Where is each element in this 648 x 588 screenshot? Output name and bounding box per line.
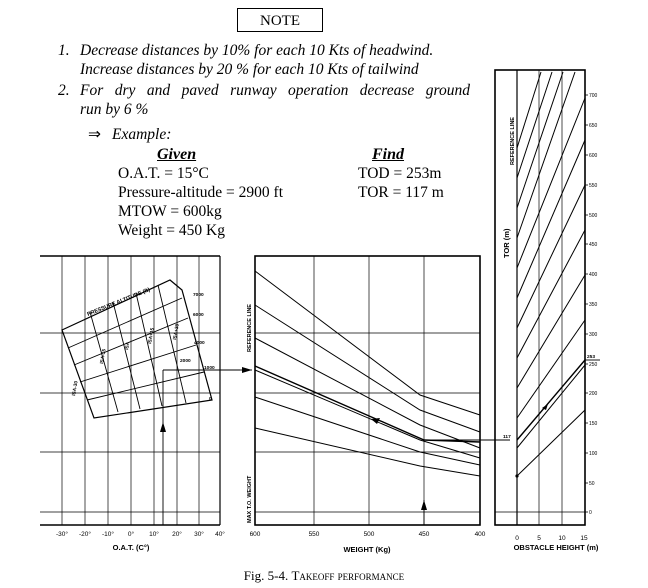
tor-tick: 400 [589, 272, 598, 278]
tor-tick: 150 [589, 421, 598, 427]
altitude-label: 6000 [193, 312, 204, 318]
note-2-line-1: For dry and paved runway operation decre… [80, 82, 470, 99]
oat-tick: 20° [172, 530, 182, 538]
obstacle-panel [494, 69, 600, 526]
weight-tick: 500 [364, 531, 375, 538]
altitude-label: 4000 [194, 340, 205, 346]
altitude-label: 7000 [193, 292, 204, 298]
find-line: TOR = 117 m [358, 184, 444, 201]
oat-panel [40, 255, 252, 526]
isa-label: ISA-30 [71, 380, 80, 396]
tor-tick: 300 [589, 332, 598, 338]
given-line: O.A.T. = 15°C [118, 165, 209, 182]
weight-tick: 600 [250, 531, 261, 538]
find-line: TOD = 253m [358, 165, 442, 182]
reference-line-label: REFERENCE LINE [510, 117, 516, 165]
oat-tick: 0° [128, 530, 135, 538]
example-label: Example: [112, 126, 172, 143]
tor-tick: 550 [589, 183, 598, 189]
obstacle-axis-label: OBSTACLE HEIGHT (m) [514, 543, 599, 552]
oat-axis-label: O.A.T. (C°) [113, 543, 150, 552]
isa-label: ISA [124, 341, 131, 350]
tor-axis-label: TOR (m) [502, 228, 511, 258]
arrow-up-icon [421, 500, 427, 510]
caption-prefix: Fig. 5-4. [243, 568, 292, 583]
note-2-line-2: run by 6 % [80, 101, 149, 118]
arrow-up-right-icon [542, 404, 548, 410]
note-title: NOTE [237, 8, 323, 32]
tor-tick: 50 [589, 481, 595, 487]
arrow-right-icon [242, 367, 252, 373]
altitude-label: 0 [209, 396, 212, 402]
pressure-altitude-label: PRESSURE ALTITUDE (ft) [87, 287, 152, 318]
tor-tick: 600 [589, 153, 598, 159]
isa-label: ISA+15 [147, 327, 156, 344]
arrow-down-right-icon [371, 418, 380, 424]
tor-tick: 700 [589, 93, 598, 99]
given-line: MTOW = 600kg [118, 203, 222, 220]
oat-tick: 10° [149, 530, 159, 538]
altitude-labels: 7000 6000 4000 2000 1000 0 [180, 292, 215, 402]
altitude-label: 1000 [204, 365, 215, 371]
figure-caption: Fig. 5-4. Takeoff performance [0, 568, 648, 584]
weight-x-ticks: 600 550 500 450 400 [250, 531, 486, 538]
weight-panel [254, 255, 510, 526]
tor-tick: 500 [589, 213, 598, 219]
weight-tick: 400 [475, 531, 486, 538]
note-2-number: 2. [58, 82, 70, 99]
weight-tick: 450 [419, 531, 430, 538]
note-1-line-2: Increase distances by 20 % for each 10 K… [80, 61, 419, 78]
tor-tick: 650 [589, 123, 598, 129]
oat-tick: -30° [56, 530, 68, 538]
weight-tick: 550 [309, 531, 320, 538]
tor-tick: 100 [589, 451, 598, 457]
find-header: Find [372, 146, 405, 163]
obstacle-tick: 5 [537, 535, 541, 542]
given-line: Pressure-altitude = 2900 ft [118, 184, 283, 201]
isa-labels: ISA-30 ISA-15 ISA ISA+15 ISA+30 [71, 323, 181, 396]
tor-tick: 200 [589, 391, 598, 397]
tor-tick: 350 [589, 302, 598, 308]
max-weight-label: MAX T.O. WEIGHT [247, 475, 253, 523]
tor-tick: 0 [589, 510, 592, 516]
caption-text: Takeoff performance [291, 568, 405, 583]
obstacle-tick: 0 [515, 535, 519, 542]
oat-tick: -10° [102, 530, 114, 538]
obstacle-tick: 15 [580, 535, 588, 542]
oat-tick: 40° [215, 530, 225, 538]
tor-y-ticks: 0 50 100 150 200 250 300 350 400 450 500… [589, 93, 598, 516]
note-1-number: 1. [58, 42, 70, 59]
obstacle-x-ticks: 0 5 10 15 [515, 535, 588, 542]
obstacle-tick: 10 [558, 535, 566, 542]
given-line: Weight = 450 Kg [118, 222, 225, 239]
isa-label: ISA+30 [172, 323, 181, 340]
origin-point [515, 474, 519, 478]
example-arrow-icon: ⇒ [88, 126, 101, 143]
reference-line-label: REFERENCE LINE [247, 304, 253, 352]
oat-tick: 30° [194, 530, 204, 538]
tor-tick: 450 [589, 242, 598, 248]
weight-axis-label: WEIGHT (Kg) [343, 545, 391, 554]
oat-x-ticks: -30° -20° -10° 0° 10° 20° 30° 40° [56, 530, 225, 538]
tor-result-label: 117 [503, 434, 511, 440]
altitude-label: 2000 [180, 358, 191, 364]
oat-tick: -20° [79, 530, 91, 538]
tor-tick-marks [585, 94, 588, 513]
note-1-line-1: Decrease distances by 10% for each 10 Kt… [80, 42, 434, 59]
arrow-up-icon [160, 422, 166, 432]
tod-result-label: 253 [587, 354, 595, 360]
tor-tick: 250 [589, 362, 598, 368]
given-header: Given [157, 146, 197, 163]
isa-label: ISA-15 [99, 348, 108, 364]
